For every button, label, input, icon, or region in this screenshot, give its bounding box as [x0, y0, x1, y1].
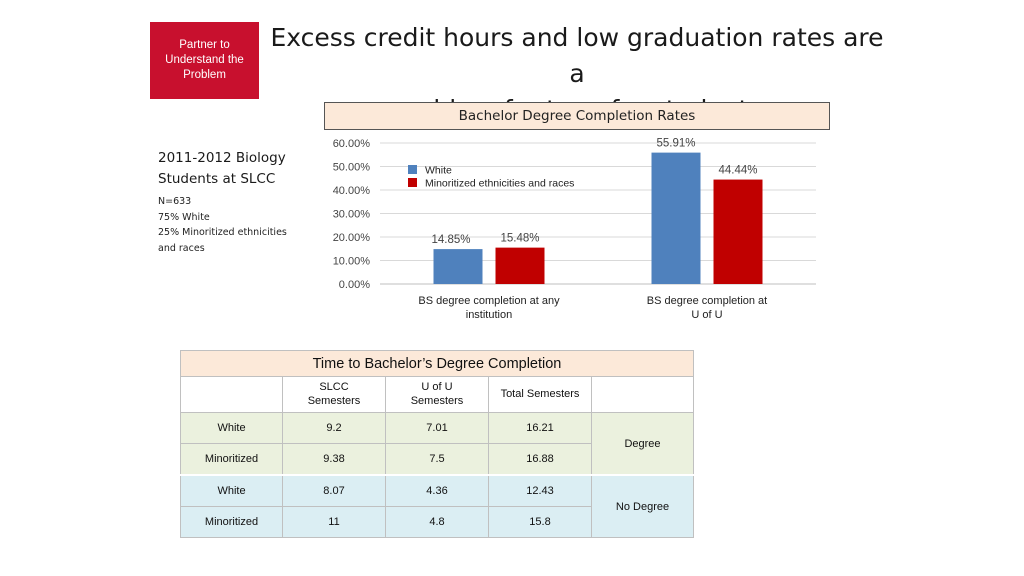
cell-total: 16.21: [488, 412, 592, 444]
y-tick-label: 60.00%: [333, 138, 371, 150]
legend-swatch: [408, 165, 417, 174]
header-text: Total Semesters: [500, 387, 580, 400]
bar: [713, 179, 763, 284]
y-tick-label: 10.00%: [333, 256, 371, 268]
column-header: [180, 376, 283, 413]
table-row: Minoritized 11 4.8 15.8: [180, 506, 694, 538]
cohort-minoritized-pct-cont: and races: [158, 242, 205, 254]
bar-chart: 0.00% 10.00% 20.00% 30.00% 40.00% 50.00% 60.00…: [333, 138, 816, 321]
cohort-n: N=633: [158, 196, 192, 207]
cohort-stats: N=633 75% White 25% Minoritized ethnicit…: [158, 194, 298, 256]
completion-time-table: Time to Bachelor’s Degree Completion SLC…: [180, 350, 694, 538]
cohort-heading-line: 2011-2012 Biology: [158, 150, 286, 166]
cell-uofu: 7.01: [385, 412, 489, 444]
column-header: [591, 376, 694, 413]
x-tick-label: BS degree completion at: [647, 295, 767, 307]
cell-uofu: 4.36: [385, 474, 489, 507]
cell-total: 12.43: [488, 474, 592, 507]
y-tick-label: 30.00%: [333, 209, 371, 221]
data-label: 14.85%: [431, 234, 470, 246]
bar: [433, 249, 483, 284]
header-text: Semesters: [307, 394, 361, 407]
legend-swatch: [408, 178, 417, 187]
header-text: Semesters: [410, 394, 464, 407]
column-header-uofu: U of U Semesters: [385, 376, 489, 413]
cell-slcc: 9.38: [282, 443, 386, 476]
y-tick-label: 0.00%: [339, 279, 370, 291]
cell-uofu: 4.8: [385, 506, 489, 538]
x-tick-label: BS degree completion at any: [418, 295, 560, 307]
column-header-total: Total Semesters: [488, 376, 592, 413]
table-row: White 9.2 7.01 16.21 Degree: [180, 412, 694, 476]
section-badge: Partner to Understand the Problem: [150, 22, 259, 99]
cohort-minoritized-pct: 25% Minoritized ethnicities: [158, 227, 287, 238]
legend-label: Minoritized ethnicities and races: [425, 178, 574, 190]
column-header-slcc: SLCC Semesters: [282, 376, 386, 413]
cell-slcc: 8.07: [282, 474, 386, 507]
data-label: 15.48%: [500, 233, 539, 245]
y-tick-label: 40.00%: [333, 185, 371, 197]
data-label: 44.44%: [718, 165, 757, 177]
badge-line: Understand the: [165, 54, 244, 66]
cohort-info: 2011-2012 Biology Students at SLCC N=633…: [158, 148, 298, 256]
cohort-heading-line: Students at SLCC: [158, 171, 276, 187]
x-tick-label: U of U: [691, 309, 722, 321]
cell-uofu: 7.5: [385, 443, 489, 476]
chart-title: Bachelor Degree Completion Rates: [324, 102, 830, 130]
cell-group: White: [180, 474, 283, 507]
bar: [495, 247, 545, 284]
y-tick-label: 20.00%: [333, 232, 371, 244]
y-tick-label: 50.00%: [333, 162, 371, 174]
cell-group: Minoritized: [180, 506, 283, 538]
cell-group: Minoritized: [180, 443, 283, 476]
cell-group: White: [180, 412, 283, 444]
badge-line: Partner to: [179, 39, 230, 51]
header-text: U of U: [421, 381, 453, 393]
cell-total: 16.88: [488, 443, 592, 476]
cohort-white-pct: 75% White: [158, 211, 210, 223]
legend-label: White: [425, 165, 452, 177]
table-title: Time to Bachelor’s Degree Completion: [180, 350, 694, 377]
cell-outcome-degree: Degree: [591, 412, 694, 476]
cell-outcome-no-degree: No Degree: [591, 474, 694, 538]
table-row: Minoritized 9.38 7.5 16.88: [180, 443, 694, 476]
table-row: White 8.07 4.36 12.43 No Degree: [180, 474, 694, 538]
cohort-heading: 2011-2012 Biology Students at SLCC: [158, 148, 298, 190]
x-tick-label: institution: [466, 309, 512, 321]
header-text: SLCC: [319, 381, 349, 393]
badge-line: Problem: [183, 69, 226, 81]
table-header-row: SLCC Semesters U of U Semesters Total Seme…: [180, 376, 694, 413]
bar: [651, 152, 701, 284]
cell-slcc: 11: [282, 506, 386, 538]
data-label: 55.91%: [656, 138, 695, 150]
cell-slcc: 9.2: [282, 412, 386, 444]
title-line: Excess credit hours and low graduation r…: [270, 23, 884, 88]
cell-total: 15.8: [488, 506, 592, 538]
